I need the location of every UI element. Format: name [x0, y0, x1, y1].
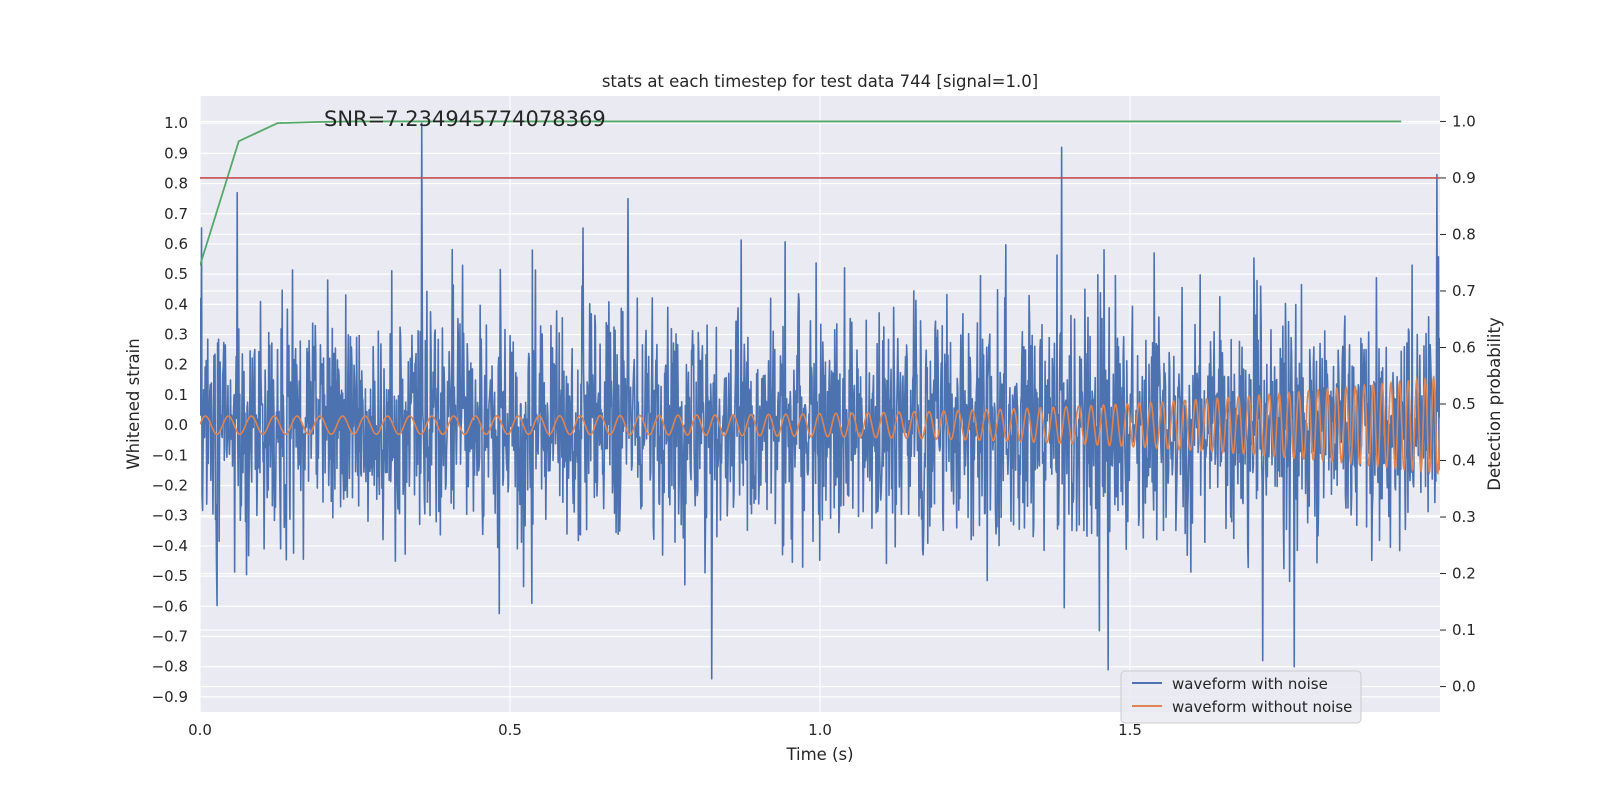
y2-tick-label: 0.4: [1452, 452, 1476, 470]
x-tick-label: 0.5: [498, 721, 522, 739]
legend: waveform with noise waveform without noi…: [1120, 670, 1362, 724]
ticks: 1.0 0.9 0.8 0.7 0.6 0.5 0.4 0.3 0.2 0.1 0.0 −0.1 −0.…: [152, 112, 1476, 739]
y2-tick-label: 0.7: [1452, 282, 1476, 300]
y-tick-label: 1.0: [164, 114, 188, 132]
y-tick-label: −0.4: [152, 537, 188, 555]
legend-entry-noise: waveform with noise: [1172, 675, 1328, 693]
series-waveform-without-noise: [200, 375, 1440, 476]
x-tick-label: 1.5: [1118, 721, 1142, 739]
series-layer: [200, 120, 1440, 680]
y-tick-label: −0.1: [152, 446, 188, 464]
y-tick-label: −0.9: [152, 688, 188, 706]
y2-tick-label: 0.8: [1452, 225, 1476, 243]
y-tick-label: 0.7: [164, 205, 188, 223]
y2-tick-label: 0.9: [1452, 169, 1476, 187]
y-tick-label: 0.0: [164, 416, 188, 434]
y-tick-label: −0.5: [152, 567, 188, 585]
y-tick-label: 0.1: [164, 386, 188, 404]
y-tick-label: 0.9: [164, 144, 188, 162]
y-tick-label: −0.6: [152, 597, 188, 615]
y-tick-label: −0.2: [152, 477, 188, 495]
y2-axis-label: Detection probability: [1485, 317, 1504, 491]
y-tick-label: 0.3: [164, 326, 188, 344]
y2-tick-label: 0.3: [1452, 508, 1476, 526]
y-tick-label: −0.3: [152, 507, 188, 525]
y2-tick-label: 0.5: [1452, 395, 1476, 413]
series-waveform-with-noise: [200, 122, 1440, 680]
y-axis-label: Whitened strain: [124, 338, 143, 469]
x-axis-label: Time (s): [785, 745, 853, 764]
x-tick-label: 1.0: [808, 721, 832, 739]
y2-tick-label: 0.2: [1452, 565, 1476, 583]
y2-tick-label: 0.6: [1452, 338, 1476, 356]
y2-tick-label: 0.0: [1452, 678, 1476, 696]
chart-title: stats at each timestep for test data 744…: [602, 72, 1038, 91]
y2-tick-label: 0.1: [1452, 621, 1476, 639]
y-tick-label: 0.6: [164, 235, 188, 253]
snr-annotation: SNR=7.234945774078369: [324, 107, 606, 131]
y-tick-label: −0.8: [152, 658, 188, 676]
y-tick-label: 0.5: [164, 265, 188, 283]
y-tick-label: −0.7: [152, 628, 188, 646]
x-tick-label: 0.0: [188, 721, 212, 739]
legend-box: [1120, 670, 1362, 724]
y-tick-label: 0.2: [164, 356, 188, 374]
y-tick-label: 0.8: [164, 175, 188, 193]
y2-tick-label: 1.0: [1452, 112, 1476, 130]
y-tick-label: 0.4: [164, 295, 188, 313]
legend-entry-clean: waveform without noise: [1172, 698, 1352, 716]
